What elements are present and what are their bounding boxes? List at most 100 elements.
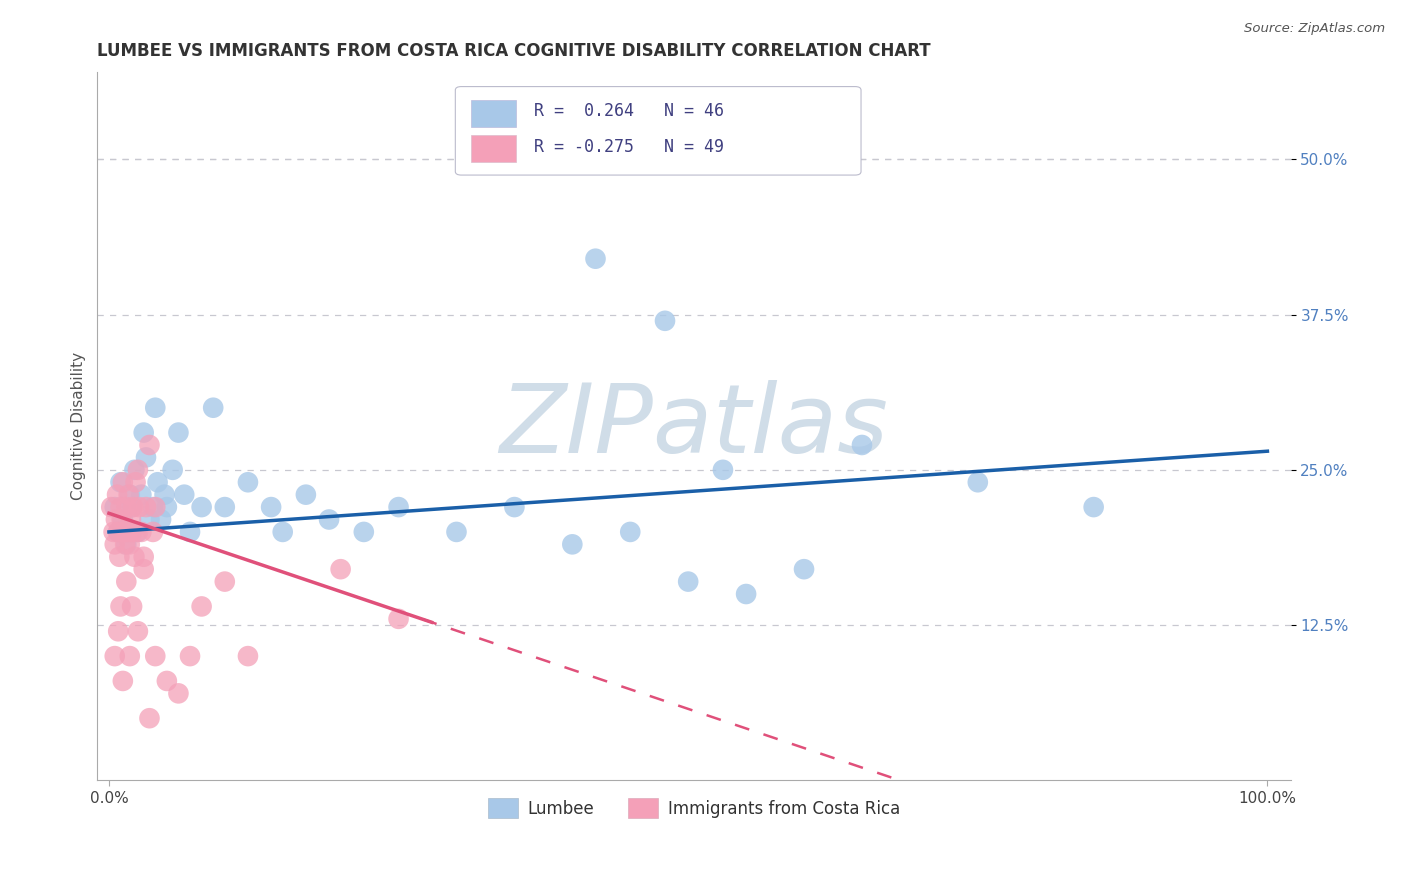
Point [156,673,179,688]
Point [111,512,134,526]
Point [107,624,129,639]
Point [128,500,150,514]
Point [115,500,138,514]
FancyBboxPatch shape [471,136,516,162]
Point [162,463,184,477]
Point [104,512,127,526]
Point [121,524,143,539]
Point [446,524,468,539]
Point [260,500,283,514]
Point [127,524,149,539]
Point [214,574,236,589]
Point [146,475,169,490]
Point [138,438,160,452]
Point [202,401,225,415]
Point [117,524,139,539]
Point [353,524,375,539]
Point [711,463,734,477]
Point [153,488,176,502]
Point [105,488,128,502]
Point [122,500,145,514]
Point [100,500,122,514]
Point [132,549,155,564]
Point [143,649,166,664]
Point [851,438,873,452]
Point [132,425,155,440]
Text: R =  0.264   N = 46: R = 0.264 N = 46 [534,103,724,120]
Point [179,524,201,539]
Point [107,524,129,539]
Point [295,488,318,502]
Point [110,599,132,614]
Point [120,512,142,526]
Y-axis label: Cognitive Disability: Cognitive Disability [72,352,86,500]
Text: R = -0.275   N = 49: R = -0.275 N = 49 [534,137,724,156]
Point [1083,500,1105,514]
Point [214,500,236,514]
Point [150,512,173,526]
Point [111,673,134,688]
Point [135,500,157,514]
Point [143,500,166,514]
Point [117,488,139,502]
Point [104,537,127,551]
Point [142,500,165,514]
Point [561,537,583,551]
Point [190,599,212,614]
Point [167,425,190,440]
Point [125,524,148,539]
Point [236,649,259,664]
Point [329,562,352,576]
Point [104,649,127,664]
Point [167,686,190,700]
Point [142,524,165,539]
Point [654,314,676,328]
Point [121,500,143,514]
Point [138,512,160,526]
Point [236,475,259,490]
Point [115,537,138,551]
Point [135,450,157,465]
Point [793,562,815,576]
Point [124,549,146,564]
Point [110,500,132,514]
Point [112,524,135,539]
Point [179,649,201,664]
Point [190,500,212,514]
Point [118,488,141,502]
Point [127,624,149,639]
Point [127,463,149,477]
Point [121,599,143,614]
Point [271,524,294,539]
Point [387,500,409,514]
Point [966,475,988,490]
Point [111,475,134,490]
Point [118,537,141,551]
Text: Source: ZipAtlas.com: Source: ZipAtlas.com [1244,22,1385,36]
FancyBboxPatch shape [456,87,860,175]
Point [131,524,153,539]
Point [387,612,409,626]
Point [138,711,160,725]
Point [104,500,127,514]
Point [114,537,136,551]
FancyBboxPatch shape [471,100,516,127]
Point [124,463,146,477]
Point [107,524,129,539]
Point [118,649,141,664]
Point [115,574,138,589]
Point [735,587,758,601]
Point [173,488,195,502]
Point [124,475,146,490]
Point [108,549,131,564]
Point [103,524,125,539]
Text: ZIPatlas: ZIPatlas [499,380,889,473]
Legend: Lumbee, Immigrants from Costa Rica: Lumbee, Immigrants from Costa Rica [481,791,907,825]
Point [110,475,132,490]
Point [619,524,641,539]
Point [131,488,153,502]
Point [143,401,166,415]
Point [132,562,155,576]
Point [676,574,699,589]
Point [156,500,179,514]
